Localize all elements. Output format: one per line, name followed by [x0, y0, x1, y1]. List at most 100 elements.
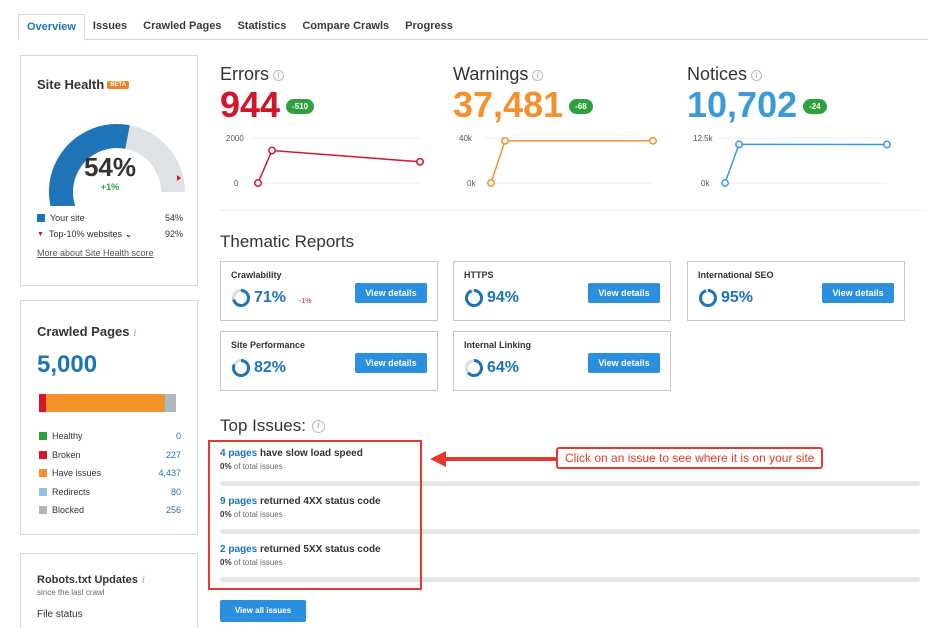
bar-segment-blocked: [168, 394, 176, 412]
legend-value[interactable]: 4,437: [158, 468, 181, 479]
issue-sub: of total issues: [233, 558, 283, 567]
legend-value[interactable]: 227: [165, 449, 181, 460]
bar-segment-have-issues: [46, 394, 165, 412]
notices-title: Notices: [687, 64, 748, 84]
crawled-legend-row-healthy[interactable]: Healthy 0: [39, 427, 181, 446]
top-issues-label: Top Issues:: [220, 416, 306, 435]
issues-highlight-box: [208, 440, 422, 590]
tab-compare-crawls[interactable]: Compare Crawls: [302, 20, 390, 32]
top-issues-title: Top Issues: i: [220, 416, 325, 436]
more-about-site-health-link[interactable]: More about Site Health score: [37, 248, 154, 258]
info-icon[interactable]: i: [312, 420, 325, 434]
y-tick-label: 0k: [701, 179, 710, 188]
thematic-card-international-seo: International SEO 95% View details: [687, 261, 905, 321]
robots-subtitle: since the last crawl: [37, 588, 105, 597]
site-health-card: Site Health BETA 54% +1% Your site 54% ▼ …: [20, 55, 198, 286]
legend-swatch: [39, 450, 47, 459]
warnings-value[interactable]: 37,481: [453, 84, 564, 125]
view-details-button[interactable]: View details: [588, 353, 660, 373]
notices-delta-badge: -24: [803, 99, 827, 115]
site-health-title: Site Health: [37, 77, 105, 92]
tab-issues[interactable]: Issues: [92, 20, 128, 32]
notices-value[interactable]: 10,702: [687, 84, 798, 125]
issue-pages-link[interactable]: 4 pages: [220, 448, 258, 459]
errors-value[interactable]: 944: [220, 84, 281, 125]
bar-segment-redirects: [165, 394, 168, 412]
ring-fill: [232, 289, 250, 307]
legend-value[interactable]: 0: [175, 431, 181, 442]
sparkline-point[interactable]: [268, 146, 276, 155]
annotation-callout: Click on an issue to see where it is on …: [556, 447, 824, 469]
thematic-name: Crawlability: [231, 270, 282, 280]
file-status-label: File status: [37, 609, 83, 620]
thematic-delta: -1%: [299, 298, 312, 305]
warnings-delta-badge: -68: [569, 99, 593, 115]
issue-item[interactable]: 4 pages have slow load speed 0% of total…: [220, 448, 924, 486]
sparkline-point[interactable]: [254, 179, 262, 187]
top-websites-label: Top-10% websites: [48, 229, 122, 239]
view-details-button[interactable]: View details: [355, 283, 427, 303]
sparkline-point[interactable]: [721, 179, 729, 187]
metric-notices: Notices i 10,702 -24: [687, 64, 827, 125]
bar-segment-broken: [39, 394, 46, 412]
chevron-down-icon[interactable]: ⌄: [124, 229, 132, 239]
legend-swatch: [39, 469, 47, 478]
tab-overview[interactable]: Overview: [18, 14, 85, 41]
your-site-value: 54%: [164, 213, 183, 223]
issue-pages-link[interactable]: 2 pages: [220, 544, 258, 555]
thematic-card-site-performance: Site Performance 82% View details: [220, 331, 438, 391]
issue-sub: of total issues: [233, 462, 283, 471]
tab-bar: Overview Issues Crawled Pages Statistics…: [18, 14, 928, 41]
legend-label: Healthy: [52, 431, 83, 442]
view-details-button[interactable]: View details: [355, 353, 427, 373]
crawled-legend-row-redirects[interactable]: Redirects 80: [39, 483, 181, 502]
issue-pages-link[interactable]: 9 pages: [220, 496, 258, 507]
legend-top-websites[interactable]: ▼ Top-10% websites ⌄ 92%: [37, 226, 183, 242]
sparkline-path: [490, 140, 653, 184]
issue-pct: 0%: [220, 558, 232, 567]
thematic-card-internal-linking: Internal Linking 64% View details: [453, 331, 671, 391]
y-tick-label: 0: [234, 179, 239, 188]
issue-progress-bar: [220, 577, 920, 582]
view-details-button[interactable]: View details: [822, 283, 894, 303]
info-icon[interactable]: i: [751, 69, 763, 81]
your-site-swatch: [37, 214, 45, 222]
tab-statistics[interactable]: Statistics: [237, 20, 287, 32]
sparkline-point[interactable]: [735, 140, 743, 149]
thematic-pct: 94%: [487, 289, 520, 306]
sparkline-point[interactable]: [416, 157, 424, 166]
crawled-legend-row-broken[interactable]: Broken 227: [39, 446, 181, 465]
sparkline-point[interactable]: [649, 136, 657, 145]
metric-warnings: Warnings i 37,481 -68: [453, 64, 593, 125]
tab-crawled-pages[interactable]: Crawled Pages: [143, 20, 222, 32]
legend-value[interactable]: 256: [165, 505, 181, 516]
legend-value[interactable]: 80: [170, 486, 181, 497]
info-icon[interactable]: i: [133, 328, 137, 339]
ring-fill: [465, 289, 483, 307]
info-icon[interactable]: i: [532, 69, 544, 81]
crawled-legend-row-have-issues[interactable]: Have issues 4,437: [39, 464, 181, 483]
y-tick-label: 12.5k: [693, 134, 714, 143]
sparkline-point[interactable]: [487, 179, 495, 187]
issue-pct: 0%: [220, 510, 232, 519]
gauge-fill: [49, 124, 130, 206]
gauge-marker: [177, 175, 181, 181]
view-details-button[interactable]: View details: [588, 283, 660, 303]
info-icon[interactable]: i: [273, 69, 284, 81]
issue-text: returned 5XX status code: [260, 544, 381, 555]
caret-down-icon: ▼: [37, 230, 44, 238]
site-health-gauge: [49, 124, 185, 206]
crawled-legend-row-blocked[interactable]: Blocked 256: [39, 501, 181, 520]
thematic-name: Internal Linking: [464, 340, 532, 350]
robots-info-icon[interactable]: i: [141, 575, 146, 586]
legend-your-site: Your site 54%: [37, 210, 183, 226]
tab-progress[interactable]: Progress: [405, 20, 453, 32]
legend-label: Redirects: [52, 486, 91, 497]
sparkline-point[interactable]: [501, 136, 509, 145]
issue-item[interactable]: 2 pages returned 5XX status code 0% of t…: [220, 544, 924, 582]
issue-text: have slow load speed: [260, 448, 363, 459]
view-all-issues-button[interactable]: View all issues: [220, 600, 306, 622]
sparkline-point[interactable]: [883, 140, 891, 149]
progress-ring-icon: [232, 359, 250, 377]
issue-item[interactable]: 9 pages returned 4XX status code 0% of t…: [220, 496, 924, 534]
